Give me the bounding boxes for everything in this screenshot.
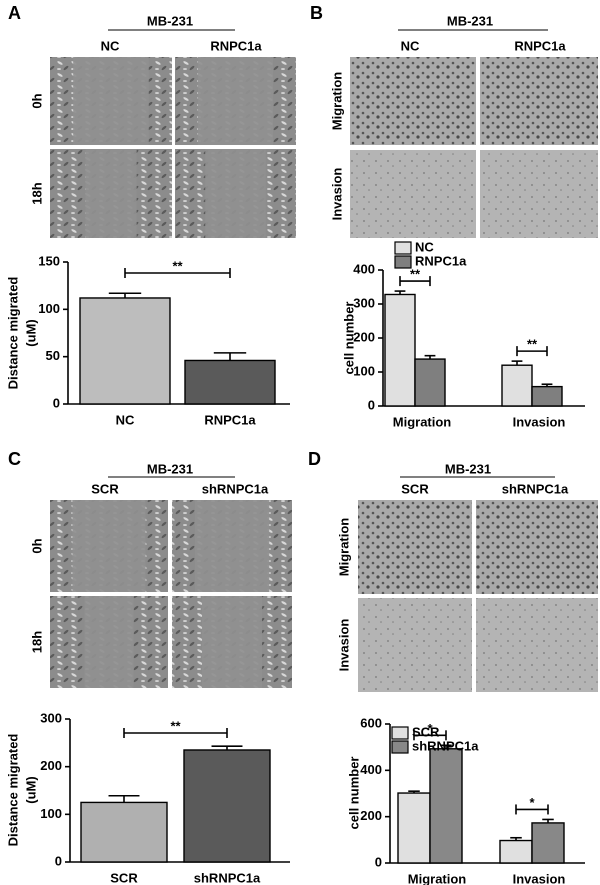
column-label: NC <box>401 38 420 53</box>
legend-label: shRNPC1a <box>412 738 479 753</box>
micrograph <box>476 598 598 692</box>
y-tick-label: 100 <box>353 363 375 378</box>
bar <box>384 293 416 407</box>
legend-swatch <box>391 726 409 740</box>
legend-swatch <box>391 740 409 754</box>
cell-line: MB-231 <box>147 13 193 28</box>
row-label: Migration <box>336 518 351 577</box>
wound-gap <box>205 149 266 238</box>
significance-label: ** <box>170 718 181 733</box>
legend-label: SCR <box>412 724 440 739</box>
column-label: SCR <box>91 481 119 496</box>
bar <box>80 801 168 863</box>
cell-line: MB-231 <box>147 461 193 476</box>
y-tick-label: 400 <box>360 762 382 777</box>
cell-line: MB-231 <box>447 13 493 28</box>
row-label: 0h <box>29 93 44 108</box>
significance-label: * <box>427 721 433 736</box>
cell-line: MB-231 <box>445 461 491 476</box>
significance-label: ** <box>410 267 421 282</box>
x-tick-label: SCR <box>110 870 138 885</box>
x-tick-label: NC <box>116 412 135 427</box>
x-tick-label: RNPC1a <box>204 412 256 427</box>
x-tick-label: Migration <box>393 414 452 429</box>
bar <box>414 358 446 407</box>
bar <box>79 297 171 405</box>
column-label: SCR <box>401 481 429 496</box>
y-axis-label: Distance migrated <box>5 734 20 847</box>
significance-label: ** <box>527 337 538 352</box>
bar <box>184 359 276 405</box>
wound-gap <box>72 500 146 592</box>
y-tick-label: 400 <box>353 261 375 276</box>
y-tick-label: 150 <box>38 253 60 268</box>
y-tick-label: 0 <box>368 397 375 412</box>
row-label: Invasion <box>336 619 351 672</box>
bar <box>499 839 533 864</box>
micrograph <box>358 598 472 692</box>
y-tick-label: 300 <box>353 295 375 310</box>
significance-label: ** <box>172 258 183 273</box>
panel-label: C <box>8 449 21 469</box>
bar <box>429 748 463 864</box>
y-axis-label: Distance migrated <box>5 277 20 390</box>
row-label: Migration <box>329 72 344 131</box>
x-tick-label: Invasion <box>513 414 566 429</box>
x-tick-label: shRNPC1a <box>194 870 261 885</box>
y-tick-label: 100 <box>40 806 62 821</box>
micrograph <box>480 150 598 238</box>
row-label: Invasion <box>329 168 344 221</box>
panel-label: D <box>308 449 321 469</box>
micrograph <box>480 57 598 145</box>
column-label: RNPC1a <box>210 38 262 53</box>
y-axis-label: (uM) <box>23 319 38 346</box>
significance-label: * <box>529 795 535 810</box>
legend-label: NC <box>415 239 434 254</box>
bar <box>531 822 565 864</box>
wound-gap <box>202 596 262 688</box>
bar <box>183 749 271 863</box>
y-tick-label: 0 <box>55 853 62 868</box>
x-tick-label: Migration <box>408 871 467 885</box>
micrograph <box>350 150 476 238</box>
legend-swatch <box>394 241 412 255</box>
row-label: 18h <box>29 631 44 653</box>
micrograph <box>476 500 598 594</box>
y-tick-label: 0 <box>53 395 60 410</box>
column-label: shRNPC1a <box>202 481 269 496</box>
y-tick-label: 200 <box>40 758 62 773</box>
y-axis-label: cell number <box>341 302 356 375</box>
y-tick-label: 200 <box>353 329 375 344</box>
column-label: NC <box>101 38 120 53</box>
y-tick-label: 50 <box>46 348 60 363</box>
y-tick-label: 100 <box>38 301 60 316</box>
column-label: shRNPC1a <box>502 481 569 496</box>
column-label: RNPC1a <box>514 38 566 53</box>
y-axis-label: cell number <box>346 757 361 830</box>
wound-gap <box>194 500 270 592</box>
row-label: 0h <box>29 538 44 553</box>
legend-label: RNPC1a <box>415 253 467 268</box>
wound-gap <box>85 149 137 238</box>
micrograph <box>358 500 472 594</box>
y-tick-label: 200 <box>360 808 382 823</box>
panel-label: A <box>8 3 21 23</box>
wound-gap <box>73 57 149 145</box>
bar <box>501 364 533 407</box>
bar <box>531 385 563 407</box>
y-tick-label: 300 <box>40 710 62 725</box>
x-tick-label: Invasion <box>513 871 566 885</box>
legend-swatch <box>394 255 412 269</box>
y-axis-label: (uM) <box>23 776 38 803</box>
bar <box>397 792 431 864</box>
wound-gap <box>84 596 134 688</box>
micrograph <box>350 57 476 145</box>
panel-label: B <box>310 3 323 23</box>
wound-gap <box>197 57 274 145</box>
y-tick-label: 0 <box>375 854 382 869</box>
y-tick-label: 600 <box>360 715 382 730</box>
row-label: 18h <box>29 182 44 204</box>
